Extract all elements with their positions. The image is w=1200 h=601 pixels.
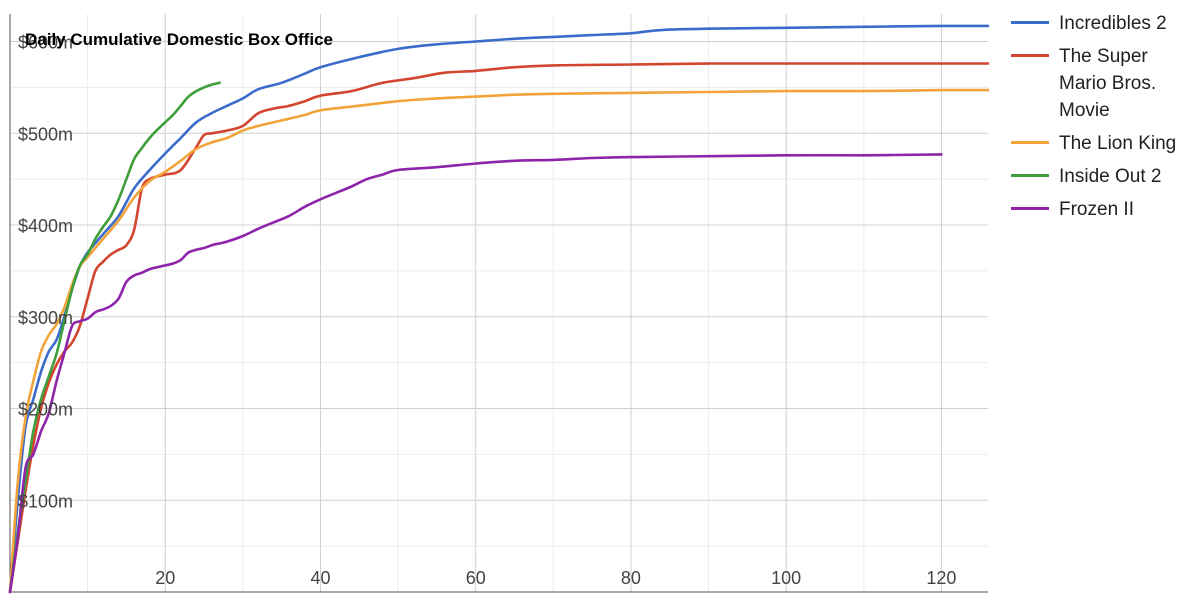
x-tick-label: 120 bbox=[926, 568, 956, 588]
legend-swatch bbox=[1011, 21, 1049, 24]
legend-swatch bbox=[1011, 174, 1049, 177]
legend-item: Inside Out 2 bbox=[1011, 163, 1196, 190]
legend-swatch bbox=[1011, 54, 1049, 57]
series-line-frozen-ii bbox=[8, 153, 943, 594]
x-tick-label: 80 bbox=[621, 568, 641, 588]
y-tick-label: $200m bbox=[18, 400, 73, 420]
tick-labels: $100m $200m $300m $400m $500m $600m 20 40 60 80 10… bbox=[18, 33, 956, 588]
legend-item: The Super Mario Bros. Movie bbox=[1011, 43, 1196, 124]
legend-label: Frozen II bbox=[1059, 199, 1134, 220]
series-line-incredibles-2 bbox=[8, 24, 990, 594]
legend-swatch bbox=[1011, 207, 1049, 210]
chart-area: $100m $200m $300m $400m $500m $600m 20 40 60 80 10… bbox=[8, 14, 990, 594]
y-tick-label: $400m bbox=[18, 216, 73, 236]
legend-swatch bbox=[1011, 141, 1049, 144]
y-tick-label: $500m bbox=[18, 124, 73, 144]
series-lines bbox=[8, 24, 990, 594]
series-line-inside-out-2 bbox=[8, 81, 221, 594]
legend: Incredibles 2 The Super Mario Bros. Movie… bbox=[1011, 10, 1196, 229]
x-tick-label: 60 bbox=[466, 568, 486, 588]
legend-item: Incredibles 2 bbox=[1011, 10, 1196, 37]
legend-label: Incredibles 2 bbox=[1059, 13, 1167, 34]
legend-item: The Lion King bbox=[1011, 130, 1196, 157]
legend-label: The Lion King bbox=[1059, 133, 1177, 154]
series-line-the-super-mario-bros-movie bbox=[8, 62, 990, 594]
x-tick-label: 100 bbox=[771, 568, 801, 588]
axes bbox=[9, 14, 988, 593]
legend-label: Inside Out 2 bbox=[1059, 166, 1162, 187]
line-chart: $100m $200m $300m $400m $500m $600m 20 40 60 80 10… bbox=[8, 14, 990, 594]
x-tick-label: 20 bbox=[155, 568, 175, 588]
y-tick-label: $600m bbox=[18, 33, 73, 53]
gridlines bbox=[10, 14, 988, 592]
series-line-the-lion-king bbox=[8, 88, 990, 594]
legend-item: Frozen II bbox=[1011, 196, 1196, 223]
chart-title: Daily Cumulative Domestic Box Office bbox=[25, 30, 333, 49]
x-tick-label: 40 bbox=[310, 568, 330, 588]
y-tick-label: $100m bbox=[18, 491, 73, 511]
y-tick-label: $300m bbox=[18, 308, 73, 328]
legend-label: The Super Mario Bros. Movie bbox=[1059, 46, 1157, 121]
